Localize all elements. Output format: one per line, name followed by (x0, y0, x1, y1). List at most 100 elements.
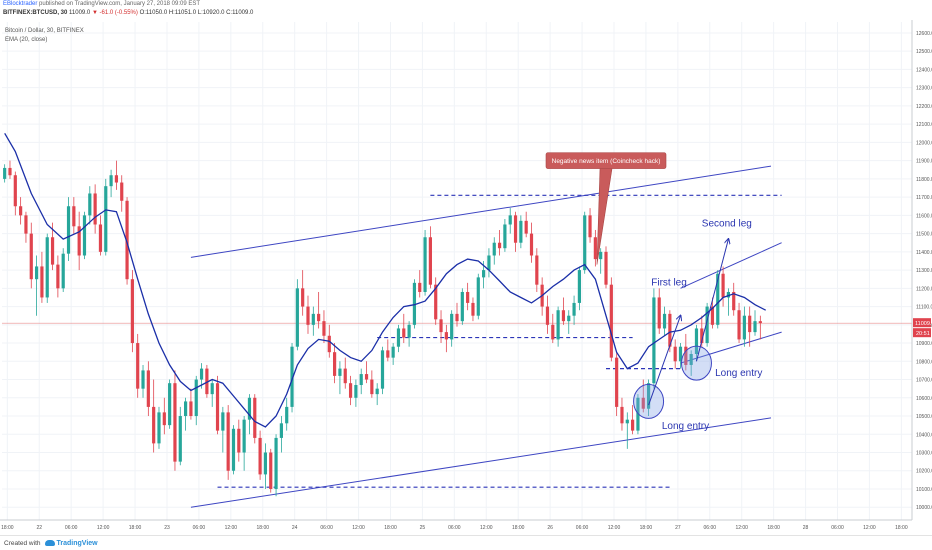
candle (524, 211, 528, 238)
candle (673, 339, 677, 369)
price-chart[interactable]: Negative news item (Coincheck hack) First… (0, 20, 932, 535)
candle-body (599, 251, 603, 260)
candle (338, 361, 342, 395)
candle-body (61, 253, 65, 289)
entry-circle (680, 345, 712, 381)
time-tick-label: 23 (164, 525, 170, 531)
price-tick-label: 10700.0 (916, 378, 932, 384)
chart-header: EBlocktrader published on TradingView.co… (0, 0, 932, 20)
candle-body (152, 406, 156, 444)
price-tick-label: 11600.0 (916, 213, 932, 219)
candle-body (567, 315, 571, 322)
candle-body (40, 266, 44, 298)
candle-body (56, 264, 60, 289)
candle-body (577, 270, 581, 303)
entry-circle (633, 383, 665, 419)
candle (311, 306, 315, 336)
candle (88, 186, 92, 225)
candle (662, 306, 667, 336)
candle (545, 295, 550, 334)
candle-body (652, 297, 656, 384)
candle (215, 375, 220, 435)
candle-body (418, 282, 422, 292)
candle-body (29, 233, 33, 280)
candle (726, 288, 730, 316)
candle-body (609, 284, 613, 358)
candle-body (631, 419, 635, 431)
annotation-label: Long entry (662, 421, 709, 432)
candle-body (391, 346, 395, 358)
ohlc-values: O:11050.0 H:11051.0 L:10920.0 C:11009.0 (139, 10, 254, 16)
candle-body (604, 251, 608, 285)
candle (354, 379, 358, 407)
candle (19, 197, 23, 225)
candle-body (24, 215, 28, 234)
chart-area[interactable]: Negative news item (Coincheck hack) First… (0, 20, 932, 535)
author-link[interactable]: EBlocktrader (3, 1, 38, 7)
last-price-tag-label: 11009.0 (915, 321, 932, 327)
candle-body (338, 368, 342, 376)
time-tick-label: 27 (675, 525, 681, 531)
candle (253, 394, 257, 444)
candle-body (700, 328, 704, 344)
candle (710, 297, 715, 329)
candle (737, 302, 741, 344)
time-tick-label: 24 (292, 525, 298, 531)
candle (114, 160, 119, 190)
candle (742, 306, 746, 347)
candle-body (364, 374, 369, 380)
candle-body (141, 370, 145, 389)
candle-body (668, 313, 672, 347)
candle (450, 310, 454, 347)
candle-body (710, 306, 715, 325)
ema-20-line (4, 132, 766, 428)
candle (66, 197, 71, 261)
tradingview-logo[interactable]: TradingView (44, 540, 98, 547)
price-tick-label: 10500.0 (916, 414, 932, 420)
candle-body (125, 200, 129, 280)
candle (348, 375, 353, 406)
candle-body (646, 383, 651, 409)
candle-body (529, 233, 534, 256)
candle-body (689, 354, 693, 365)
cloud-icon (44, 540, 55, 546)
candle-body (3, 167, 7, 179)
candle (72, 197, 76, 234)
candle (104, 178, 108, 256)
price-tick-label: 12200.0 (916, 104, 932, 110)
candle-body (753, 321, 757, 333)
candle-body (290, 346, 294, 407)
candle (146, 361, 150, 417)
candle (306, 295, 310, 334)
last-price: 11009.0 (69, 10, 91, 16)
candle-body (428, 237, 432, 285)
candle-body (306, 306, 310, 325)
candle (418, 270, 422, 298)
time-tick-label: 06:00 (704, 525, 717, 531)
price-tick-label: 12600.0 (916, 31, 932, 37)
candle-body (98, 224, 103, 252)
candle (561, 297, 566, 325)
candle-body (354, 385, 358, 398)
candle (412, 279, 417, 329)
candle (82, 211, 87, 260)
candle (758, 315, 762, 340)
candle (210, 379, 214, 407)
candle-body (487, 255, 491, 271)
candle-body (247, 397, 252, 420)
candle-body (215, 383, 220, 431)
candle (157, 406, 161, 449)
candle-body (45, 237, 49, 298)
time-tick-label: 12:00 (863, 525, 876, 531)
candle-body (726, 291, 730, 298)
candle-body (513, 215, 518, 243)
candle (98, 215, 103, 256)
leg-arrow (648, 316, 681, 406)
time-tick-label: 28 (803, 525, 809, 531)
candle (588, 208, 592, 243)
candle (535, 248, 539, 292)
candle (460, 288, 464, 325)
price-tick-label: 11400.0 (916, 250, 932, 256)
annotations: Negative news item (Coincheck hack) First… (545, 152, 762, 432)
candle (620, 397, 624, 431)
